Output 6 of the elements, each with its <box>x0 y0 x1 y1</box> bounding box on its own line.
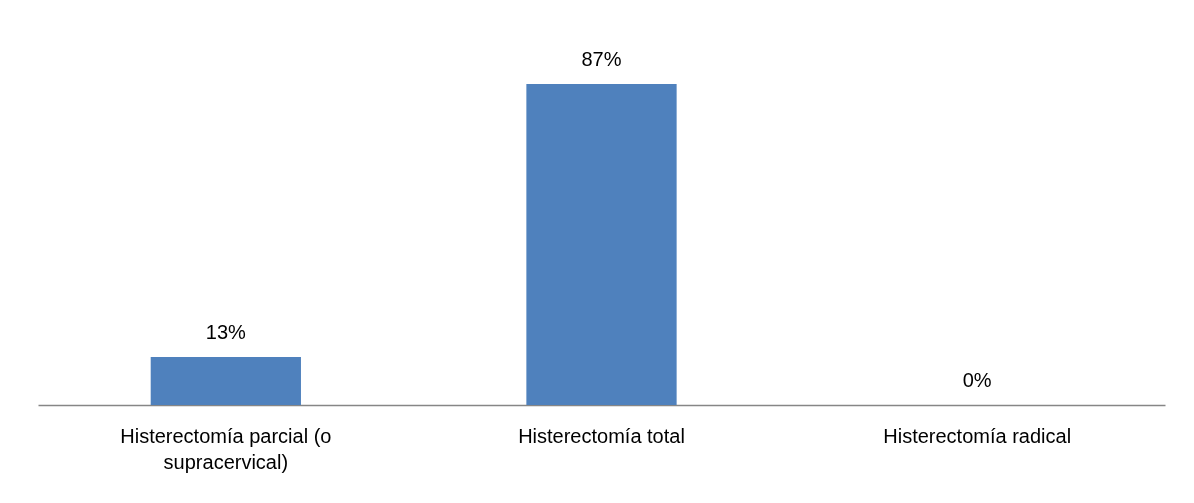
x-tick-label: Histerectomía radical <box>883 425 1072 447</box>
data-label: 0% <box>962 369 992 391</box>
data-label: 87% <box>581 48 622 70</box>
x-tick-label: Histerectomía parcial (o supracervical) <box>120 425 332 473</box>
x-tick-label: Histerectomía total <box>518 425 685 447</box>
data-label: 13% <box>205 321 247 344</box>
